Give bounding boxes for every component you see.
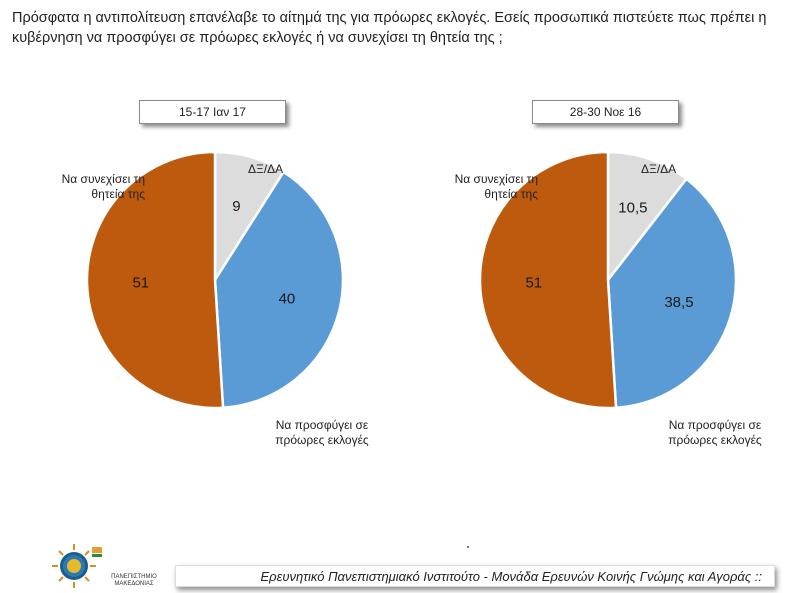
chart-1-label-early-line2: πρόωρες εκλογές	[275, 433, 369, 447]
chart-2-label-continue: Να συνεχίσει τη θητεία της	[421, 172, 538, 202]
survey-question: Πρόσφατα η αντιπολίτευση επανέλαβε το αί…	[12, 10, 767, 46]
chart-2-label-early: Να προσφύγει σε πρόωρες εκλογές	[660, 418, 770, 448]
chart-1-label-continue: Να συνεχίσει τη θητεία της	[28, 172, 145, 202]
chart-1-slice-continue-term-value: 51	[132, 274, 149, 291]
stray-dot	[467, 546, 469, 548]
chart-2-slice-continue-term-value: 51	[525, 274, 542, 291]
chart-2-date-label: 28-30 Νοε 16	[532, 100, 679, 124]
chart-1-slice-continue-term	[85, 150, 225, 410]
chart-1-label-early: Να προσφύγει σε πρόωρες εκλογές	[267, 418, 377, 448]
chart-2-label-continue-line1: Να συνεχίσει τη	[454, 172, 538, 186]
chart-1-label-continue-line2: θητεία της	[91, 187, 145, 201]
chart-1-label-continue-line1: Να συνεχίσει τη	[61, 172, 145, 186]
chart-1-slice-early-elections	[213, 170, 345, 410]
chart-2-label-early-line2: πρόωρες εκλογές	[668, 433, 762, 447]
chart-2-label-continue-line2: θητεία της	[484, 187, 538, 201]
pie-chart-nov-16: 10,5 38,5 51	[478, 150, 738, 410]
chart-2-label-dk: ΔΞ/ΔΑ	[641, 162, 677, 176]
chart-2-slice-dk	[606, 150, 689, 284]
chart-1-slice-early-elections-value: 40	[279, 290, 296, 307]
chart-2-slice-continue-term	[478, 150, 618, 410]
chart-1-label-dk: ΔΞ/ΔΑ	[248, 162, 284, 176]
chart-2-slice-early-elections-value: 38,5	[664, 294, 693, 311]
chart-2-slice-early-elections	[606, 177, 738, 410]
chart-1-slice-dk-value: 9	[232, 198, 240, 215]
logo-caption: ΠΑΝΕΠΙΣΤΗΜΙΟ ΜΑΚΕΔΟΝΙΑΣ	[111, 574, 157, 587]
footer-banner: Ερευνητικό Πανεπιστημιακό Ινστιτούτο - Μ…	[175, 565, 775, 587]
chart-1-date-label: 15-17 Ιαν 17	[139, 100, 286, 124]
university-logo	[52, 544, 102, 588]
chart-2-slice-dk-value: 10,5	[618, 199, 647, 216]
chart-2-label-early-line1: Να προσφύγει σε	[668, 418, 762, 432]
pie-chart-jan-17: 9 40 51	[85, 150, 345, 410]
chart-1-label-early-line1: Να προσφύγει σε	[275, 418, 369, 432]
